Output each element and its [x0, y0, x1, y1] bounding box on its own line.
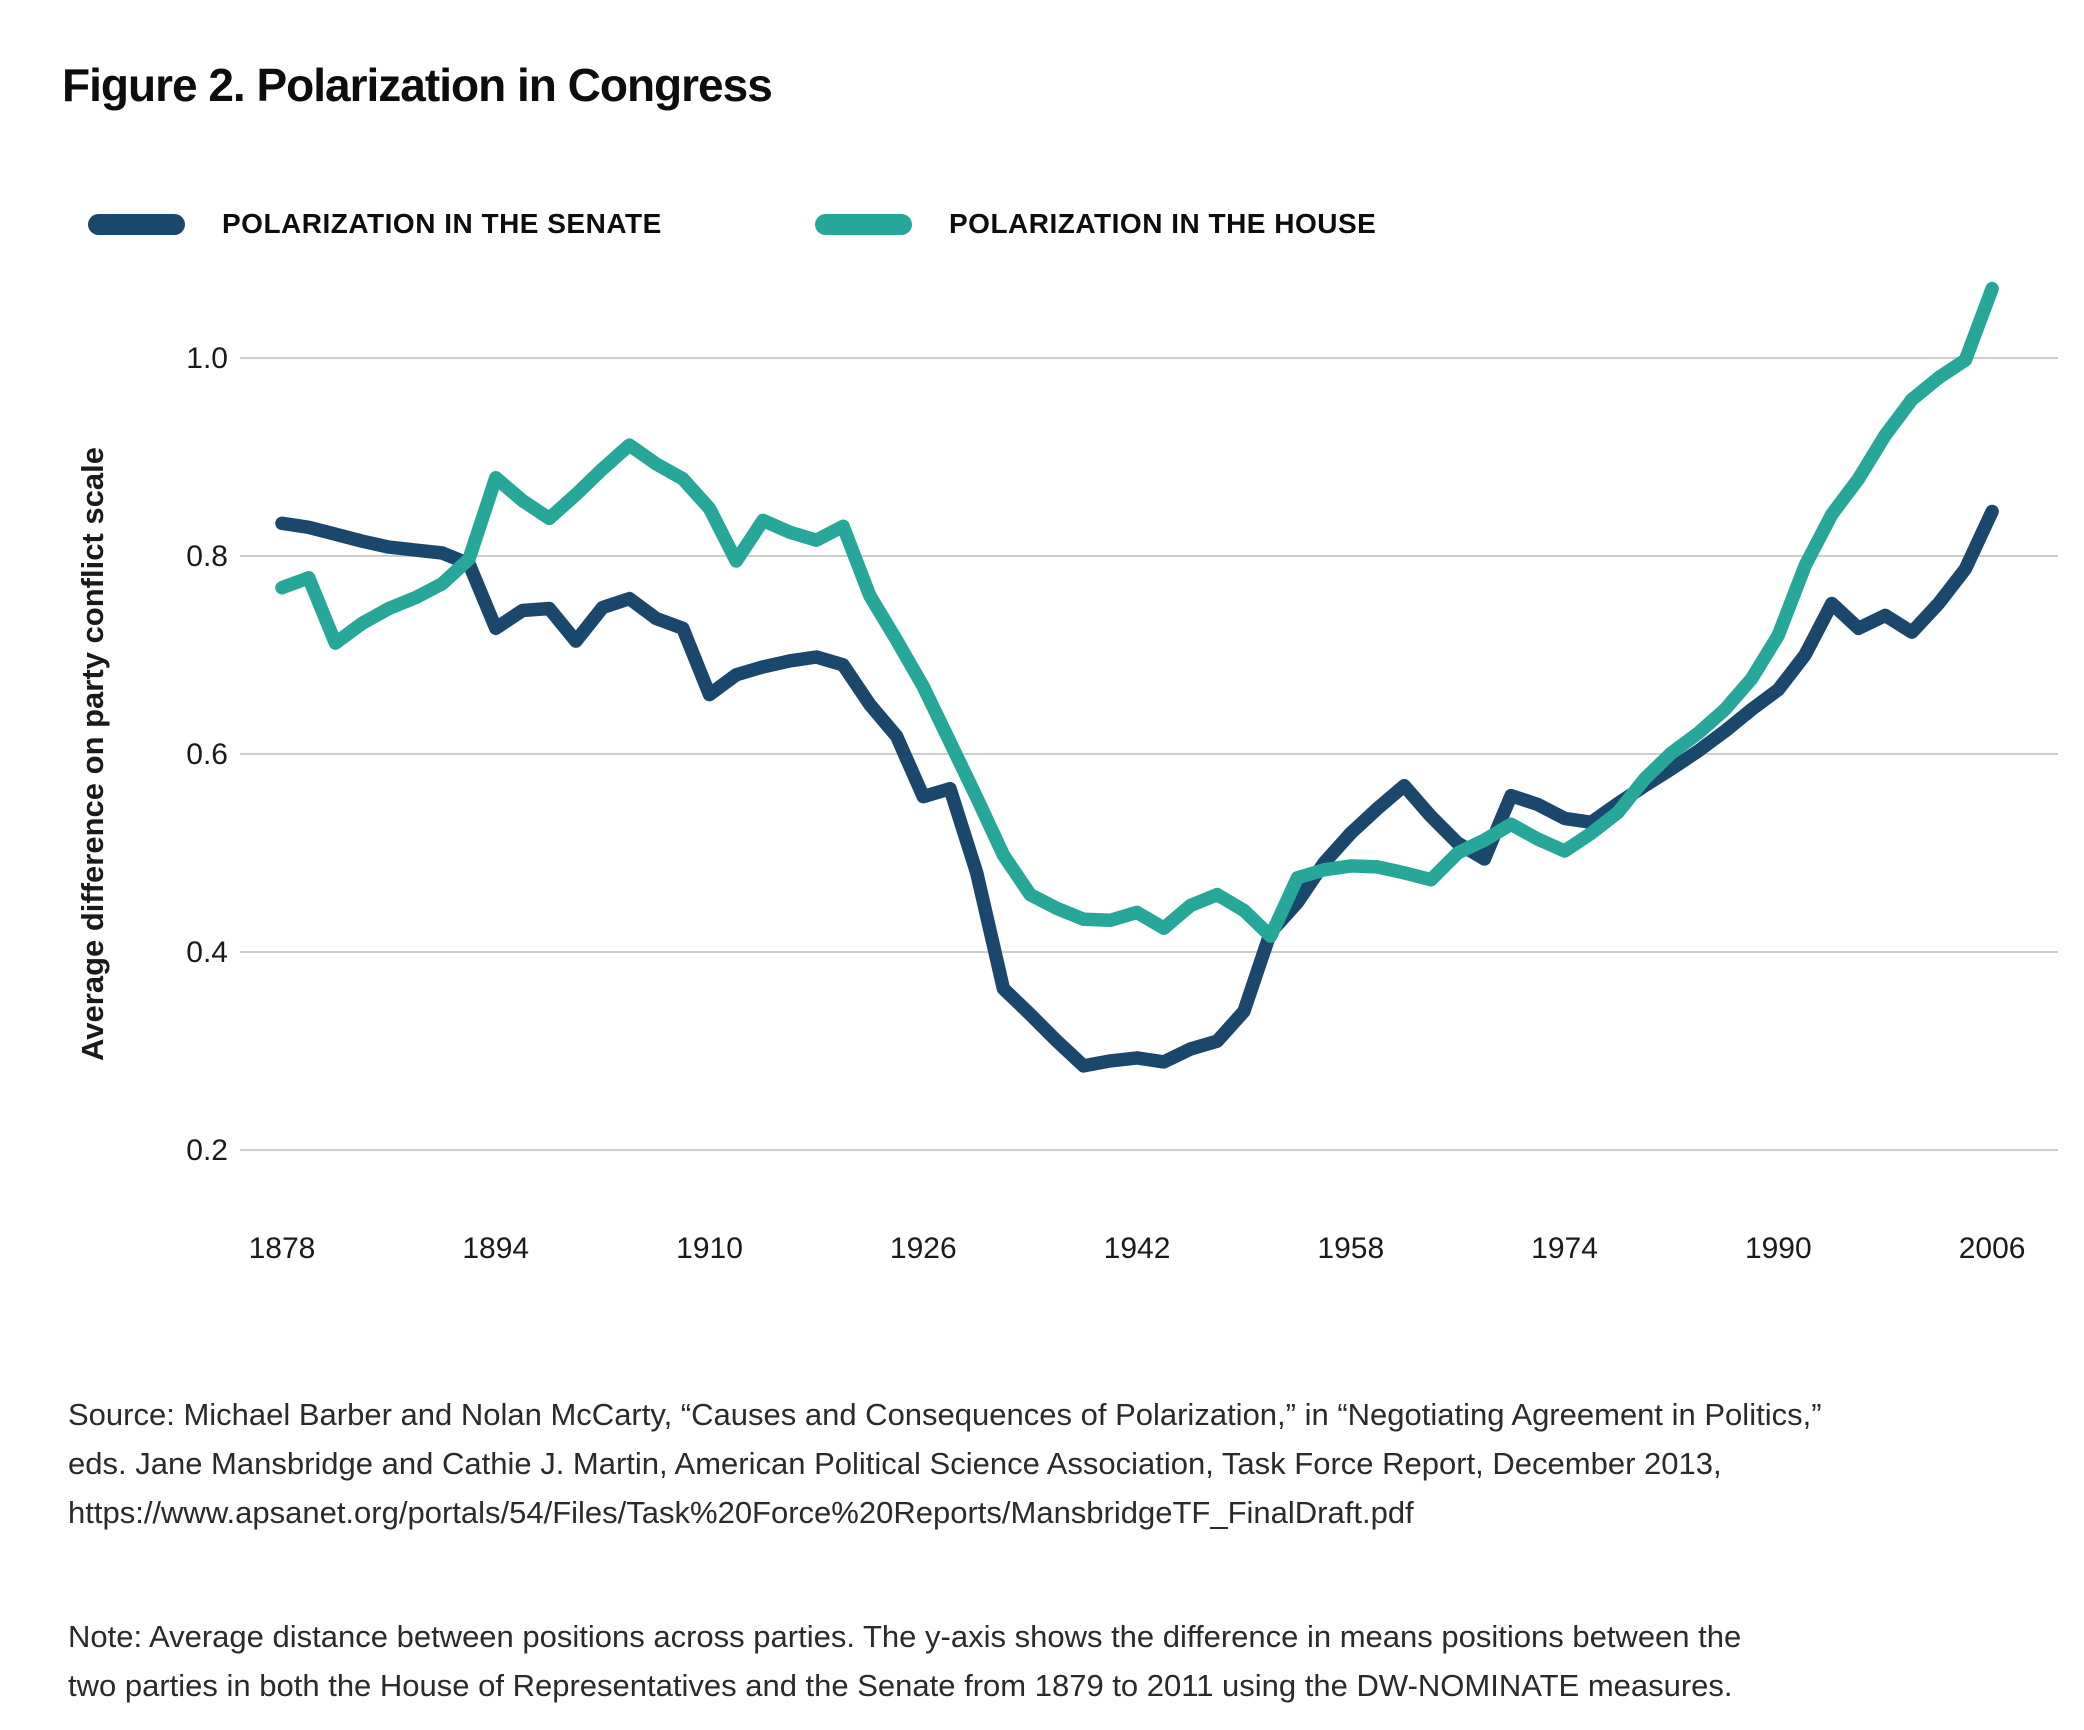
- house-line-swatch: [815, 213, 912, 235]
- chart-title: Figure 2. Polarization in Congress: [62, 59, 773, 111]
- y-tick-0.6: 0.6: [186, 738, 228, 771]
- legend-item-senate: POLARIZATION IN THE SENATE: [88, 204, 662, 244]
- source-line: Source: Michael Barber and Nolan McCarty…: [68, 1397, 1822, 1432]
- legend-item-house: POLARIZATION IN THE HOUSE: [815, 204, 1376, 244]
- x-tick-1894: 1894: [462, 1232, 529, 1265]
- source-line: https://www.apsanet.org/portals/54/Files…: [68, 1495, 1414, 1530]
- y-tick-1.0: 1.0: [186, 342, 228, 375]
- gridlines: [240, 357, 2058, 1151]
- y-axis-title: Average difference on party conflict sca…: [75, 447, 110, 1061]
- y-axis-tick-labels: 1.0 0.8 0.6 0.4 0.2: [186, 342, 228, 1167]
- legend-label-house: POLARIZATION IN THE HOUSE: [949, 208, 1377, 239]
- x-tick-1974: 1974: [1531, 1232, 1598, 1265]
- y-tick-0.8: 0.8: [186, 540, 228, 573]
- senate-line-swatch: [88, 213, 185, 235]
- x-tick-1926: 1926: [890, 1232, 957, 1265]
- y-tick-0.4: 0.4: [186, 936, 228, 969]
- y-tick-0.2: 0.2: [186, 1134, 228, 1167]
- x-tick-1910: 1910: [676, 1232, 743, 1265]
- x-tick-1990: 1990: [1745, 1232, 1812, 1265]
- note-line: Note: Average distance between positions…: [68, 1619, 1742, 1654]
- house-line: [275, 281, 1999, 943]
- senate-line: [275, 504, 1999, 1073]
- data-series: [275, 281, 1999, 1073]
- x-tick-1878: 1878: [249, 1232, 316, 1265]
- x-tick-1958: 1958: [1317, 1232, 1384, 1265]
- x-axis-tick-labels: 1878 1894 1910 1926 1942 1958 1974 1990 2006: [249, 1232, 2026, 1265]
- x-tick-2006: 2006: [1959, 1232, 2026, 1265]
- source-line: eds. Jane Mansbridge and Cathie J. Marti…: [68, 1446, 1722, 1481]
- x-tick-1942: 1942: [1104, 1232, 1171, 1265]
- note-text: Note: Average distance between positions…: [68, 1612, 1741, 1710]
- note-line: two parties in both the House of Represe…: [68, 1668, 1733, 1703]
- legend-label-senate: POLARIZATION IN THE SENATE: [222, 208, 662, 239]
- source-citation: Source: Michael Barber and Nolan McCarty…: [68, 1390, 1822, 1537]
